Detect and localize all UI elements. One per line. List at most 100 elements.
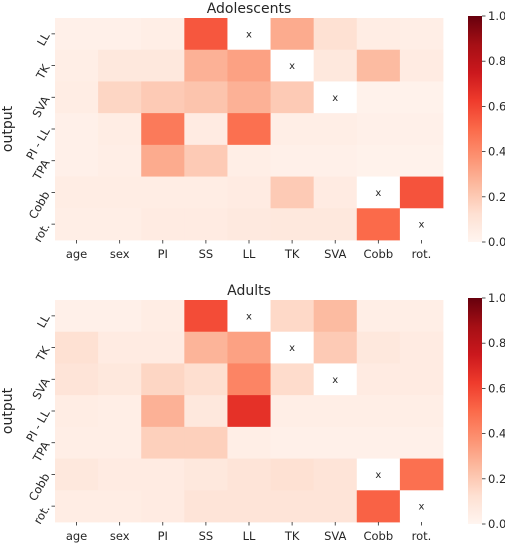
heatmap-cell (356, 49, 401, 82)
heatmap-cell (313, 331, 358, 364)
heatmap-cell (98, 395, 142, 428)
y-tick-label: Cobb (26, 471, 53, 504)
heatmap-cell (98, 113, 142, 146)
heatmap-cell (356, 208, 401, 241)
heatmap-cell (356, 144, 401, 177)
masked-cell-mark: x (246, 29, 252, 40)
chart-title: Adolescents (207, 1, 292, 17)
heatmap-cell (184, 426, 228, 459)
heatmap-cell (184, 49, 228, 82)
heatmap-cell (313, 426, 358, 459)
heatmap-cell (141, 490, 185, 523)
x-tick-label: TK (284, 529, 300, 543)
heatmap-cell (141, 395, 185, 428)
x-tick-label: SVA (324, 529, 346, 543)
heatmap-cell (270, 458, 315, 491)
heatmap-cell (399, 458, 444, 491)
heatmap-cell (141, 331, 185, 364)
heatmap-cell (399, 300, 444, 333)
x-tick-label: SS (199, 247, 214, 261)
heatmap-cell (55, 81, 99, 114)
colorbar-tick-label: 0.8 (488, 54, 505, 68)
x-tick-label: PI (158, 529, 168, 543)
heatmap-cell (270, 300, 315, 333)
heatmap-cell (227, 81, 271, 114)
heatmap-cell (270, 81, 315, 114)
heatmap-cell (270, 49, 315, 82)
heatmap-cell (399, 363, 444, 396)
x-tick-label: LL (243, 247, 256, 261)
colorbar (468, 298, 482, 524)
heatmap-cell (184, 208, 228, 241)
heatmap-cell (227, 490, 271, 523)
heatmap-cell (313, 18, 358, 51)
heatmap-cell (270, 395, 315, 428)
heatmap-cell (313, 208, 358, 241)
colorbar-tick-label: 0.0 (488, 517, 505, 531)
y-axis-label: output (0, 387, 16, 434)
heatmap-cell (356, 331, 401, 364)
y-tick-label: rot. (31, 502, 53, 526)
colorbar-tick-label: 0.4 (488, 427, 505, 441)
heatmap-cell (356, 458, 401, 491)
masked-cell-mark: x (332, 93, 338, 104)
heatmap-cell (98, 331, 142, 364)
x-tick-label: age (66, 529, 87, 543)
heatmap-cell (141, 144, 185, 177)
heatmap-cell (141, 49, 185, 82)
heatmap-cell (184, 300, 228, 333)
heatmap-cell (313, 300, 358, 333)
heatmap-cell (227, 18, 271, 51)
heatmap-cell (270, 208, 315, 241)
y-tick-label: rot. (31, 220, 53, 244)
masked-cell-mark: x (375, 188, 381, 199)
heatmap-cell (356, 113, 401, 146)
masked-cell-mark: x (332, 375, 338, 386)
heatmap-cell (227, 208, 271, 241)
heatmap-cell (313, 363, 358, 396)
heatmap-cell (356, 426, 401, 459)
x-tick-label: sex (110, 529, 130, 543)
colorbar-tick-label: 1.0 (488, 291, 505, 305)
heatmap-cell (313, 81, 358, 114)
heatmap-cell (98, 426, 142, 459)
chart-title: Adults (227, 283, 271, 299)
heatmap-cell (313, 458, 358, 491)
heatmap-cell (227, 176, 271, 209)
heatmap-cell (141, 81, 185, 114)
heatmap-cell (270, 18, 315, 51)
heatmap-cell (98, 458, 142, 491)
y-tick-label: SVA (29, 93, 52, 119)
heatmap-cell (184, 331, 228, 364)
x-tick-label: PI (158, 247, 168, 261)
heatmap-cell (141, 426, 185, 459)
heatmap-cell (55, 113, 99, 146)
heatmap-cell (270, 363, 315, 396)
heatmap-cell (227, 426, 271, 459)
y-tick-label: TK (33, 343, 53, 364)
x-tick-label: SVA (324, 247, 346, 261)
y-tick-label: TK (33, 61, 53, 82)
heatmap-cell (98, 18, 142, 51)
heatmap-cell (98, 144, 142, 177)
colorbar-tick-label: 0.6 (488, 99, 505, 113)
x-tick-label: SS (199, 529, 214, 543)
heatmap-cell (399, 208, 444, 241)
x-tick-label: age (66, 247, 87, 261)
y-tick-label: SVA (29, 375, 52, 401)
heatmap-cell (356, 176, 401, 209)
heatmap-cell (227, 331, 271, 364)
heatmap-cell (313, 176, 358, 209)
heatmap-cell (356, 81, 401, 114)
heatmap-cell (184, 395, 228, 428)
y-axis-label: output (0, 105, 16, 152)
heatmap-cell (399, 18, 444, 51)
heatmap-cell (227, 113, 271, 146)
heatmap-cell (141, 176, 185, 209)
heatmap-cell (184, 176, 228, 209)
heatmap-cell (55, 331, 99, 364)
heatmap-cell (227, 49, 271, 82)
heatmap-cell (98, 363, 142, 396)
